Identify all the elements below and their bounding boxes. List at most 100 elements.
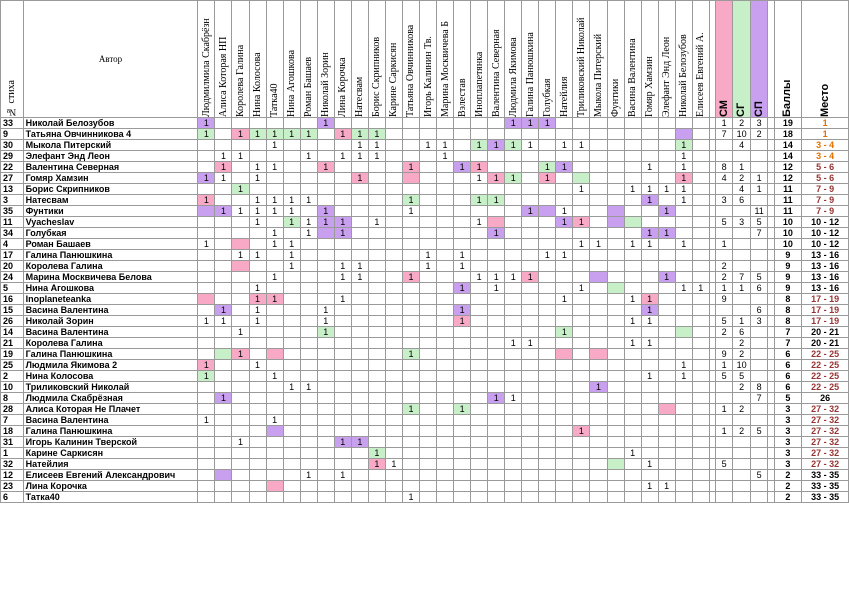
table-row[interactable]: 19 Галина Панюшкина 1 1 9 2 6 22 - 25 bbox=[0, 348, 849, 360]
table-row[interactable]: 34 Голубкая 1 1 1 1 1 1 7 10 10 - 12 bbox=[0, 227, 849, 239]
table-row[interactable]: 4 Роман Башаев 1 1 1 1 1 1 1 1 1 10 10 - 12 bbox=[0, 238, 849, 250]
table-row[interactable]: 12 Елисеев Евгений Александрович 1 1 5 2 33 - … bbox=[0, 469, 849, 481]
table-row[interactable]: 31 Игорь Калинин Тверской 1 1 1 3 27 - 32 bbox=[0, 436, 849, 448]
vote-cell: 1 bbox=[674, 139, 693, 151]
column-header-sm[interactable]: СМ bbox=[714, 0, 734, 118]
judge-column-header[interactable]: Голубкая bbox=[538, 0, 557, 118]
table-row[interactable]: 32 Натейлия 1 1 1 5 3 27 - 32 bbox=[0, 458, 849, 470]
vote-cell bbox=[197, 425, 216, 437]
table-row[interactable]: 10 Триликовский Николай 1 1 1 2 8 6 22 - 25 bbox=[0, 381, 849, 393]
table-row[interactable]: 26 Николай Зорин 1 1 1 1 1 1 1 5 1 3 8 17 - 19 bbox=[0, 315, 849, 327]
vote-cell bbox=[657, 414, 676, 426]
vote-cell bbox=[657, 128, 676, 140]
table-row[interactable]: 29 Элефант Энд Леон 1 1 1 1 1 1 1 1 14 3 - 4 bbox=[0, 150, 849, 162]
judge-column-header[interactable]: Элефант Энд Леон bbox=[657, 0, 676, 118]
vote-cell bbox=[691, 216, 710, 228]
judge-column-header[interactable]: Карине Саркисян bbox=[384, 0, 403, 118]
judge-column-header[interactable]: Нина Агошкова bbox=[282, 0, 301, 118]
judge-column-header[interactable]: Николай Белозубов bbox=[674, 0, 693, 118]
judge-column-header[interactable]: Людмилмила Скабрёзн bbox=[197, 0, 216, 118]
table-row[interactable]: 23 Лина Корочка 1 1 2 33 - 35 bbox=[0, 480, 849, 492]
judge-column-header[interactable]: Марина Москвичева Б bbox=[436, 0, 455, 118]
table-row[interactable]: 6 Татка40 1 2 33 - 35 bbox=[0, 491, 849, 503]
judge-column-header[interactable]: Николай Зорин bbox=[316, 0, 335, 118]
judge-column-header[interactable]: Вэлестав bbox=[453, 0, 472, 118]
table-row[interactable]: 20 Королева Галина 1 1 1 1 1 2 9 13 - 16 bbox=[0, 260, 849, 272]
table-row[interactable]: 22 Валентина Северная 1 1 1 1 1 1 1 1 1 1 1 8 1 12 5 - 6 bbox=[0, 161, 849, 173]
vote-cell bbox=[504, 216, 523, 228]
judge-column-header[interactable]: Гомяр Хамзин bbox=[640, 0, 659, 118]
table-row[interactable]: 30 Мыкола Питерский 1 1 1 1 1 1 1 1 1 1 1 1 4 14 3 - 4 bbox=[0, 139, 849, 151]
vote-cell bbox=[436, 392, 455, 404]
table-row[interactable]: 24 Марина Москвичева Белова 1 1 1 1 1 1 1 1 1 2 7 5 9 1… bbox=[0, 271, 849, 283]
judge-column-header[interactable]: Валентина Северная bbox=[487, 0, 506, 118]
vote-cell bbox=[555, 381, 574, 393]
vote-cell bbox=[589, 172, 608, 184]
judge-column-header[interactable]: Нина Колосова bbox=[248, 0, 267, 118]
table-row[interactable]: 11 Vyacheslav 1 1 1 1 1 1 1 1 1 5 3 5 10 10 - 12 bbox=[0, 216, 849, 228]
column-header-author[interactable]: Автор bbox=[22, 0, 199, 118]
column-header-place[interactable]: Место bbox=[801, 0, 849, 118]
vote-cell bbox=[384, 392, 403, 404]
sm-cell bbox=[714, 183, 734, 195]
table-row[interactable]: 3 Натесвам 1 1 1 1 1 1 1 1 1 1 3 6 11 7 - 9 bbox=[0, 194, 849, 206]
judge-column-header[interactable]: Татьяна Овчинникова bbox=[401, 0, 420, 118]
table-row[interactable]: 21 Королева Галина 1 1 1 1 2 7 20 - 21 bbox=[0, 337, 849, 349]
table-row[interactable]: 18 Галина Панюшкина 1 1 2 5 3 27 - 32 bbox=[0, 425, 849, 437]
column-header-sg[interactable]: СГ bbox=[732, 0, 751, 118]
vote-cell bbox=[299, 480, 318, 492]
vote-cell: 1 bbox=[282, 128, 301, 140]
table-row[interactable]: 33 Николай Белозубов 1 1 1 1 1 1 2 3 19 1 bbox=[0, 117, 849, 129]
table-row[interactable]: 28 Алиса Которая Не Плачет 1 1 1 2 3 27 - 32 bbox=[0, 403, 849, 415]
judge-column-header[interactable]: Татка40 bbox=[265, 0, 284, 118]
vote-cell bbox=[555, 194, 574, 206]
column-header-sp[interactable]: СП bbox=[749, 0, 769, 118]
table-row[interactable]: 1 Карине Саркисян 1 1 3 27 - 32 bbox=[0, 447, 849, 459]
table-row[interactable]: 25 Людмила Якимова 2 1 1 1 1 10 6 22 - 25 bbox=[0, 359, 849, 371]
judge-column-header[interactable]: Роман Башаев bbox=[299, 0, 318, 118]
vote-cell bbox=[504, 304, 523, 316]
table-row[interactable]: 17 Галина Панюшкина 1 1 1 1 1 1 1 9 13 - 16 bbox=[0, 249, 849, 261]
vote-cell: 1 bbox=[265, 194, 284, 206]
judge-column-header[interactable]: Елисеев Евгений А. bbox=[691, 0, 710, 118]
table-row[interactable]: 7 Васина Валентина 1 1 3 27 - 32 bbox=[0, 414, 849, 426]
judge-column-header[interactable]: Людмила Якимова bbox=[504, 0, 523, 118]
judge-column-header[interactable]: Фунтики bbox=[606, 0, 625, 118]
judge-column-header[interactable]: Триликовский Николай bbox=[572, 0, 591, 118]
vote-cell bbox=[555, 150, 574, 162]
judge-column-header[interactable]: Лина Корочка bbox=[333, 0, 352, 118]
judge-column-header[interactable]: Борис Скрипников bbox=[367, 0, 386, 118]
vote-cell bbox=[538, 216, 557, 228]
vote-cell: 1 bbox=[640, 293, 659, 305]
judge-column-header[interactable]: Игорь Калинин Тв. bbox=[418, 0, 438, 118]
judge-column-header[interactable]: Иноплапетянка bbox=[470, 0, 489, 118]
judge-column-header[interactable]: Натейлия bbox=[555, 0, 574, 118]
judge-column-header[interactable]: Галина Панюшкина bbox=[521, 0, 540, 118]
judge-column-header[interactable]: Королева Галина bbox=[231, 0, 250, 118]
vote-cell bbox=[657, 150, 676, 162]
vote-cell bbox=[589, 370, 608, 382]
table-row[interactable]: 16 Inoplaneteanka 1 1 1 1 1 1 9 8 17 - 19 bbox=[0, 293, 849, 305]
table-row[interactable]: 8 Людмила Скабрёзная 1 1 1 7 5 26 bbox=[0, 392, 849, 404]
table-row[interactable]: 9 Татьяна Овчинникова 4 1 1 1 1 1 1 1 1 1 7 10 2 18 1 bbox=[0, 128, 849, 140]
table-row[interactable]: 27 Гомяр Хамзин 1 1 1 1 1 1 1 1 1 4 2 1 12 5 - 6 bbox=[0, 172, 849, 184]
judge-column-header[interactable]: Мыкола Питерский bbox=[589, 0, 608, 118]
vote-cell bbox=[350, 216, 369, 228]
vote-cell bbox=[248, 227, 267, 239]
vote-cell bbox=[555, 458, 574, 470]
table-row[interactable]: 15 Васина Валентина 1 1 1 1 1 6 8 17 - 19 bbox=[0, 304, 849, 316]
table-row[interactable]: 5 Нина Агошкова 1 1 1 1 1 1 1 1 6 9 13 - 16 bbox=[0, 282, 849, 294]
judge-column-header[interactable]: Алиса Которая НП bbox=[214, 0, 233, 118]
table-row[interactable]: 14 Васина Валентина 1 1 1 2 6 7 20 - 21 bbox=[0, 326, 849, 338]
table-row[interactable]: 35 Фунтики 1 1 1 1 1 1 1 1 1 1 11 11 7 - 9 bbox=[0, 205, 849, 217]
column-header-num[interactable]: № стиха bbox=[0, 0, 24, 118]
sm-cell: 9 bbox=[714, 348, 734, 360]
judge-column-header[interactable]: Натесвам bbox=[350, 0, 369, 118]
judge-column-header[interactable]: Васина Валентина bbox=[623, 0, 642, 118]
column-header-points[interactable]: Баллы bbox=[773, 0, 803, 118]
vote-cell bbox=[521, 249, 540, 261]
table-row[interactable]: 2 Нина Колосова 1 1 1 1 5 5 6 22 - 25 bbox=[0, 370, 849, 382]
table-row[interactable]: 13 Борис Скрипников 1 1 1 1 1 1 4 1 11 7 - 9 bbox=[0, 183, 849, 195]
vote-cell bbox=[401, 249, 420, 261]
vote-cell bbox=[231, 194, 250, 206]
